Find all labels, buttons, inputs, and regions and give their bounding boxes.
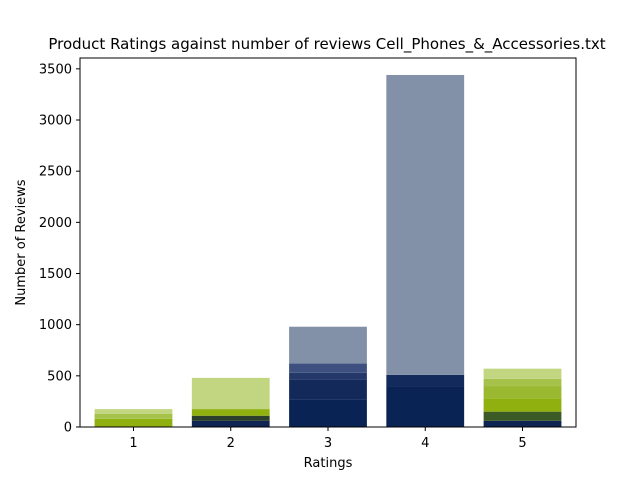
bar-3-segment-1 [289,399,367,427]
x-tick-label-3: 3 [324,436,332,451]
x-tick-label-5: 5 [518,436,526,451]
y-tick-label-1500: 1500 [39,267,72,282]
bar-3-segment-4 [289,363,367,373]
plot-frame [79,57,577,428]
bar-3 [289,326,367,427]
bar-5-segment-2 [483,411,562,421]
bar-2 [191,377,270,427]
y-tick-label-500: 500 [47,369,72,384]
bar-5-segment-5 [483,378,562,387]
y-tick-label-2000: 2000 [39,216,72,231]
bar-2-segment-2 [191,415,270,421]
x-tick-label-2: 2 [227,436,235,451]
y-tick-label-3500: 3500 [39,62,72,77]
bar-1-segment-1 [94,418,173,427]
bar-5-segment-4 [483,386,562,399]
y-tick-label-1000: 1000 [39,318,72,333]
x-tick-label-4: 4 [421,436,429,451]
x-axis-label: Ratings [304,456,353,471]
bars-layer [94,74,562,427]
bar-3-segment-3 [289,372,367,380]
y-axis-label: Number of Reviews [14,179,29,305]
bar-2-segment-4 [191,377,270,410]
bar-3-segment-2 [289,379,367,400]
axes-layer: 0 500 1000 1500 2000 2500 3000 3500 1 2 3 4 5 [39,62,527,451]
bar-5-segment-1 [483,420,562,427]
x-tick-label-1: 1 [129,436,137,451]
bar-3-segment-5 [289,326,367,364]
chart-title: Product Ratings against number of review… [48,35,605,54]
y-tick-label-2500: 2500 [39,165,72,180]
bar-4-segment-1 [386,386,465,427]
bar-1-segment-3 [94,409,173,414]
bar-5-segment-6 [483,368,562,379]
bar-2-segment-3 [191,409,270,416]
bar-4 [386,74,465,427]
y-tick-label-0: 0 [64,421,72,436]
bar-1 [94,409,173,427]
bar-2-segment-1 [191,420,270,427]
bar-4-segment-2 [386,374,465,387]
bar-5-segment-3 [483,398,562,412]
y-tick-label-3000: 3000 [39,114,72,129]
bar-4-segment-3 [386,74,465,375]
bar-5 [483,368,562,427]
bar-1-segment-2 [94,413,173,419]
